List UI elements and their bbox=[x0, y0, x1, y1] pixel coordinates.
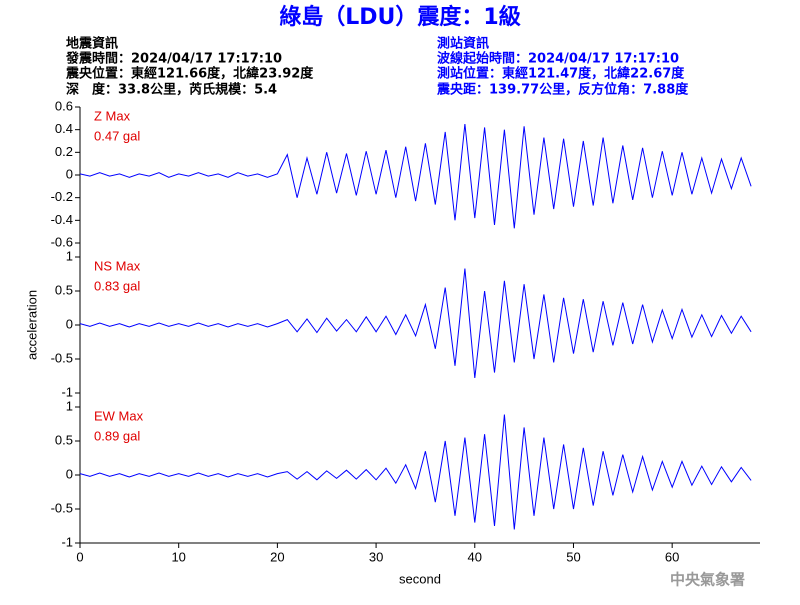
y-tick-label: 0.5 bbox=[55, 432, 73, 447]
info-right: 波線起始時間：2024/04/17 17:17:10 bbox=[437, 51, 679, 67]
x-axis-label: second bbox=[399, 571, 441, 586]
x-tick-label: 30 bbox=[369, 549, 383, 564]
x-tick-label: 50 bbox=[566, 549, 580, 564]
y-tick-label: -0.6 bbox=[51, 234, 73, 249]
info-right: 測站位置：東經121.47度，北緯22.67度 bbox=[437, 66, 685, 82]
info-left: 地震資訊 bbox=[66, 36, 118, 52]
y-tick-label: 0.6 bbox=[55, 98, 73, 113]
waveform bbox=[79, 123, 752, 229]
x-tick-label: 10 bbox=[171, 549, 185, 564]
y-tick-label: 1 bbox=[66, 248, 73, 263]
y-tick-label: 0.4 bbox=[55, 121, 73, 136]
y-tick-label: -0.5 bbox=[51, 500, 73, 515]
y-tick-label: 0.5 bbox=[55, 282, 73, 297]
max-value: 0.83 gal bbox=[94, 278, 140, 293]
y-tick-label: -1 bbox=[61, 384, 73, 399]
y-tick-label: 0 bbox=[66, 316, 73, 331]
y-axis-label: acceleration bbox=[24, 290, 39, 360]
title: 綠島（LDU）震度：1級 bbox=[279, 4, 520, 30]
y-tick-label: -0.5 bbox=[51, 350, 73, 365]
y-tick-label: -0.4 bbox=[51, 212, 73, 227]
max-value: 0.47 gal bbox=[94, 128, 140, 143]
y-tick-label: -0.2 bbox=[51, 189, 73, 204]
y-tick-label: 0.2 bbox=[55, 144, 73, 159]
info-left: 震央位置：東經121.66度，北緯23.92度 bbox=[65, 66, 314, 82]
y-tick-label: 1 bbox=[66, 398, 73, 413]
max-value: 0.89 gal bbox=[94, 428, 140, 443]
waveform bbox=[79, 414, 752, 530]
x-tick-label: 60 bbox=[665, 549, 679, 564]
waveform bbox=[79, 268, 752, 379]
info-right: 震央距：139.77公里，反方位角：7.88度 bbox=[436, 82, 689, 98]
y-tick-label: -1 bbox=[61, 534, 73, 549]
max-label: NS Max bbox=[94, 258, 141, 273]
x-tick-label: 40 bbox=[468, 549, 482, 564]
info-left: 發震時間：2024/04/17 17:17:10 bbox=[65, 51, 282, 67]
max-label: Z Max bbox=[94, 108, 131, 123]
max-label: EW Max bbox=[94, 408, 144, 423]
info-right: 測站資訊 bbox=[437, 36, 489, 52]
footer: 中央氣象署 bbox=[670, 571, 745, 589]
y-tick-label: 0 bbox=[66, 166, 73, 181]
y-tick-label: 0 bbox=[66, 466, 73, 481]
info-left: 深 度：33.8公里，芮氏規模：5.4 bbox=[66, 82, 277, 98]
x-tick-label: 20 bbox=[270, 549, 284, 564]
x-tick-label: 0 bbox=[76, 549, 83, 564]
